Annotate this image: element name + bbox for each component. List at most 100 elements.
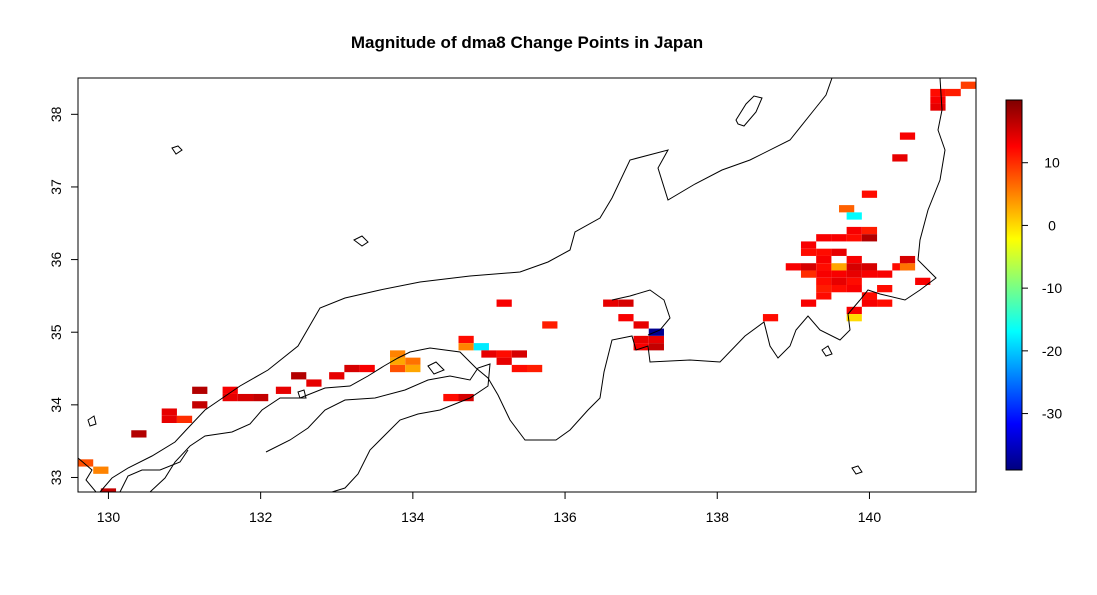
heatmap-cell — [473, 343, 489, 351]
heatmap-cell — [800, 241, 817, 249]
heatmap-cell — [633, 335, 649, 344]
heatmap-cell — [176, 415, 193, 423]
heatmap-cell — [861, 263, 878, 271]
y-tick-label: 34 — [48, 397, 64, 413]
heatmap-cell — [899, 263, 916, 271]
heatmap-cell — [831, 263, 847, 271]
heatmap-cells — [78, 81, 976, 492]
heatmap-cell — [861, 270, 878, 278]
heatmap-cell — [839, 205, 855, 213]
colorbar-tick-label: 10 — [1044, 155, 1060, 171]
colorbar-tick-label: -10 — [1042, 280, 1062, 296]
heatmap-cell — [131, 430, 147, 438]
heatmap-cell — [443, 393, 459, 402]
heatmap-cell — [816, 255, 832, 264]
y-tick-label: 37 — [48, 179, 64, 195]
coastline-map — [78, 78, 946, 492]
heatmap-cell — [816, 248, 832, 256]
x-tick-label: 136 — [553, 509, 577, 525]
colorbar-tick-label: -30 — [1042, 406, 1062, 422]
heatmap-cell — [603, 299, 619, 307]
heatmap-cell — [861, 299, 878, 307]
heatmap-cell — [390, 357, 406, 365]
x-axis: 130 132 134 136 138 140 — [97, 492, 882, 525]
heatmap-cell — [831, 285, 847, 293]
heatmap-cell — [496, 299, 512, 307]
heatmap-cell — [618, 299, 634, 307]
heatmap-cell — [846, 234, 862, 242]
heatmap-cell — [237, 393, 254, 402]
colorbar-scale — [1005, 99, 1023, 471]
heatmap-cell — [78, 459, 94, 467]
plot-frame — [77, 77, 977, 493]
heatmap-cell — [816, 292, 832, 300]
heatmap-cell — [275, 386, 292, 394]
heatmap-cell — [496, 350, 512, 358]
heatmap-cell — [877, 299, 893, 307]
heatmap-cell — [831, 248, 847, 256]
x-tick-label: 140 — [858, 509, 882, 525]
heatmap-cell — [405, 364, 421, 373]
heatmap-cell — [846, 263, 862, 271]
heatmap-cell — [846, 306, 862, 315]
heatmap-cell — [899, 255, 916, 264]
heatmap-cell — [800, 270, 817, 278]
heatmap-cell — [800, 263, 817, 271]
x-tick-label: 130 — [97, 509, 121, 525]
heatmap-cell — [633, 343, 649, 351]
heatmap-cell — [291, 372, 307, 380]
heatmap-cell — [816, 234, 832, 242]
heatmap-cell — [329, 372, 345, 380]
heatmap-cell — [161, 415, 177, 423]
heatmap-cell — [816, 270, 832, 278]
heatmap-cell — [945, 88, 961, 97]
heatmap-cell — [846, 314, 862, 322]
heatmap-cell — [899, 132, 916, 140]
heatmap-cell — [390, 364, 406, 373]
heatmap-cell — [762, 314, 779, 322]
heatmap-cell — [861, 292, 878, 300]
heatmap-cell — [527, 364, 543, 373]
heatmap-cell — [846, 226, 862, 235]
heatmap-cell — [930, 96, 946, 104]
heatmap-cell — [861, 234, 878, 242]
heatmap-cell — [846, 255, 862, 264]
heatmap-cell — [542, 321, 558, 329]
heatmap-cell — [846, 277, 862, 285]
x-tick-label: 132 — [249, 509, 273, 525]
y-tick-label: 35 — [48, 324, 64, 340]
heatmap-cell — [496, 357, 512, 365]
heatmap-cell — [648, 335, 664, 344]
heatmap-cell — [192, 401, 208, 409]
heatmap-cell — [306, 379, 322, 387]
heatmap-cell — [816, 277, 832, 285]
y-tick-label: 33 — [48, 469, 64, 485]
y-tick-label: 38 — [48, 106, 64, 122]
heatmap-cell — [960, 81, 976, 89]
heatmap-cell — [633, 321, 649, 329]
heatmap-cell — [831, 277, 847, 285]
heatmap-cell — [846, 285, 862, 293]
heatmap-cell — [618, 314, 634, 322]
heatmap-cell — [831, 270, 847, 278]
heatmap-cell — [511, 364, 527, 373]
heatmap-cell — [861, 190, 878, 198]
heatmap-cell — [831, 234, 847, 242]
heatmap-cell — [800, 248, 817, 256]
heatmap-cell — [930, 103, 946, 111]
heatmap-cell — [458, 343, 474, 351]
heatmap-cell — [785, 263, 801, 271]
heatmap-cell — [161, 408, 177, 416]
heatmap-cell — [253, 393, 269, 402]
heatmap-cell — [877, 285, 893, 293]
heatmap-cell — [344, 364, 360, 373]
heatmap-cell — [192, 386, 208, 394]
heatmap-cell — [846, 270, 862, 278]
y-axis: 33 34 35 36 37 38 — [48, 106, 78, 485]
heatmap-cell — [800, 299, 817, 307]
heatmap-cell — [648, 343, 664, 351]
heatmap-cell — [930, 88, 946, 97]
y-tick-label: 36 — [48, 252, 64, 268]
heatmap-cell — [100, 488, 117, 492]
